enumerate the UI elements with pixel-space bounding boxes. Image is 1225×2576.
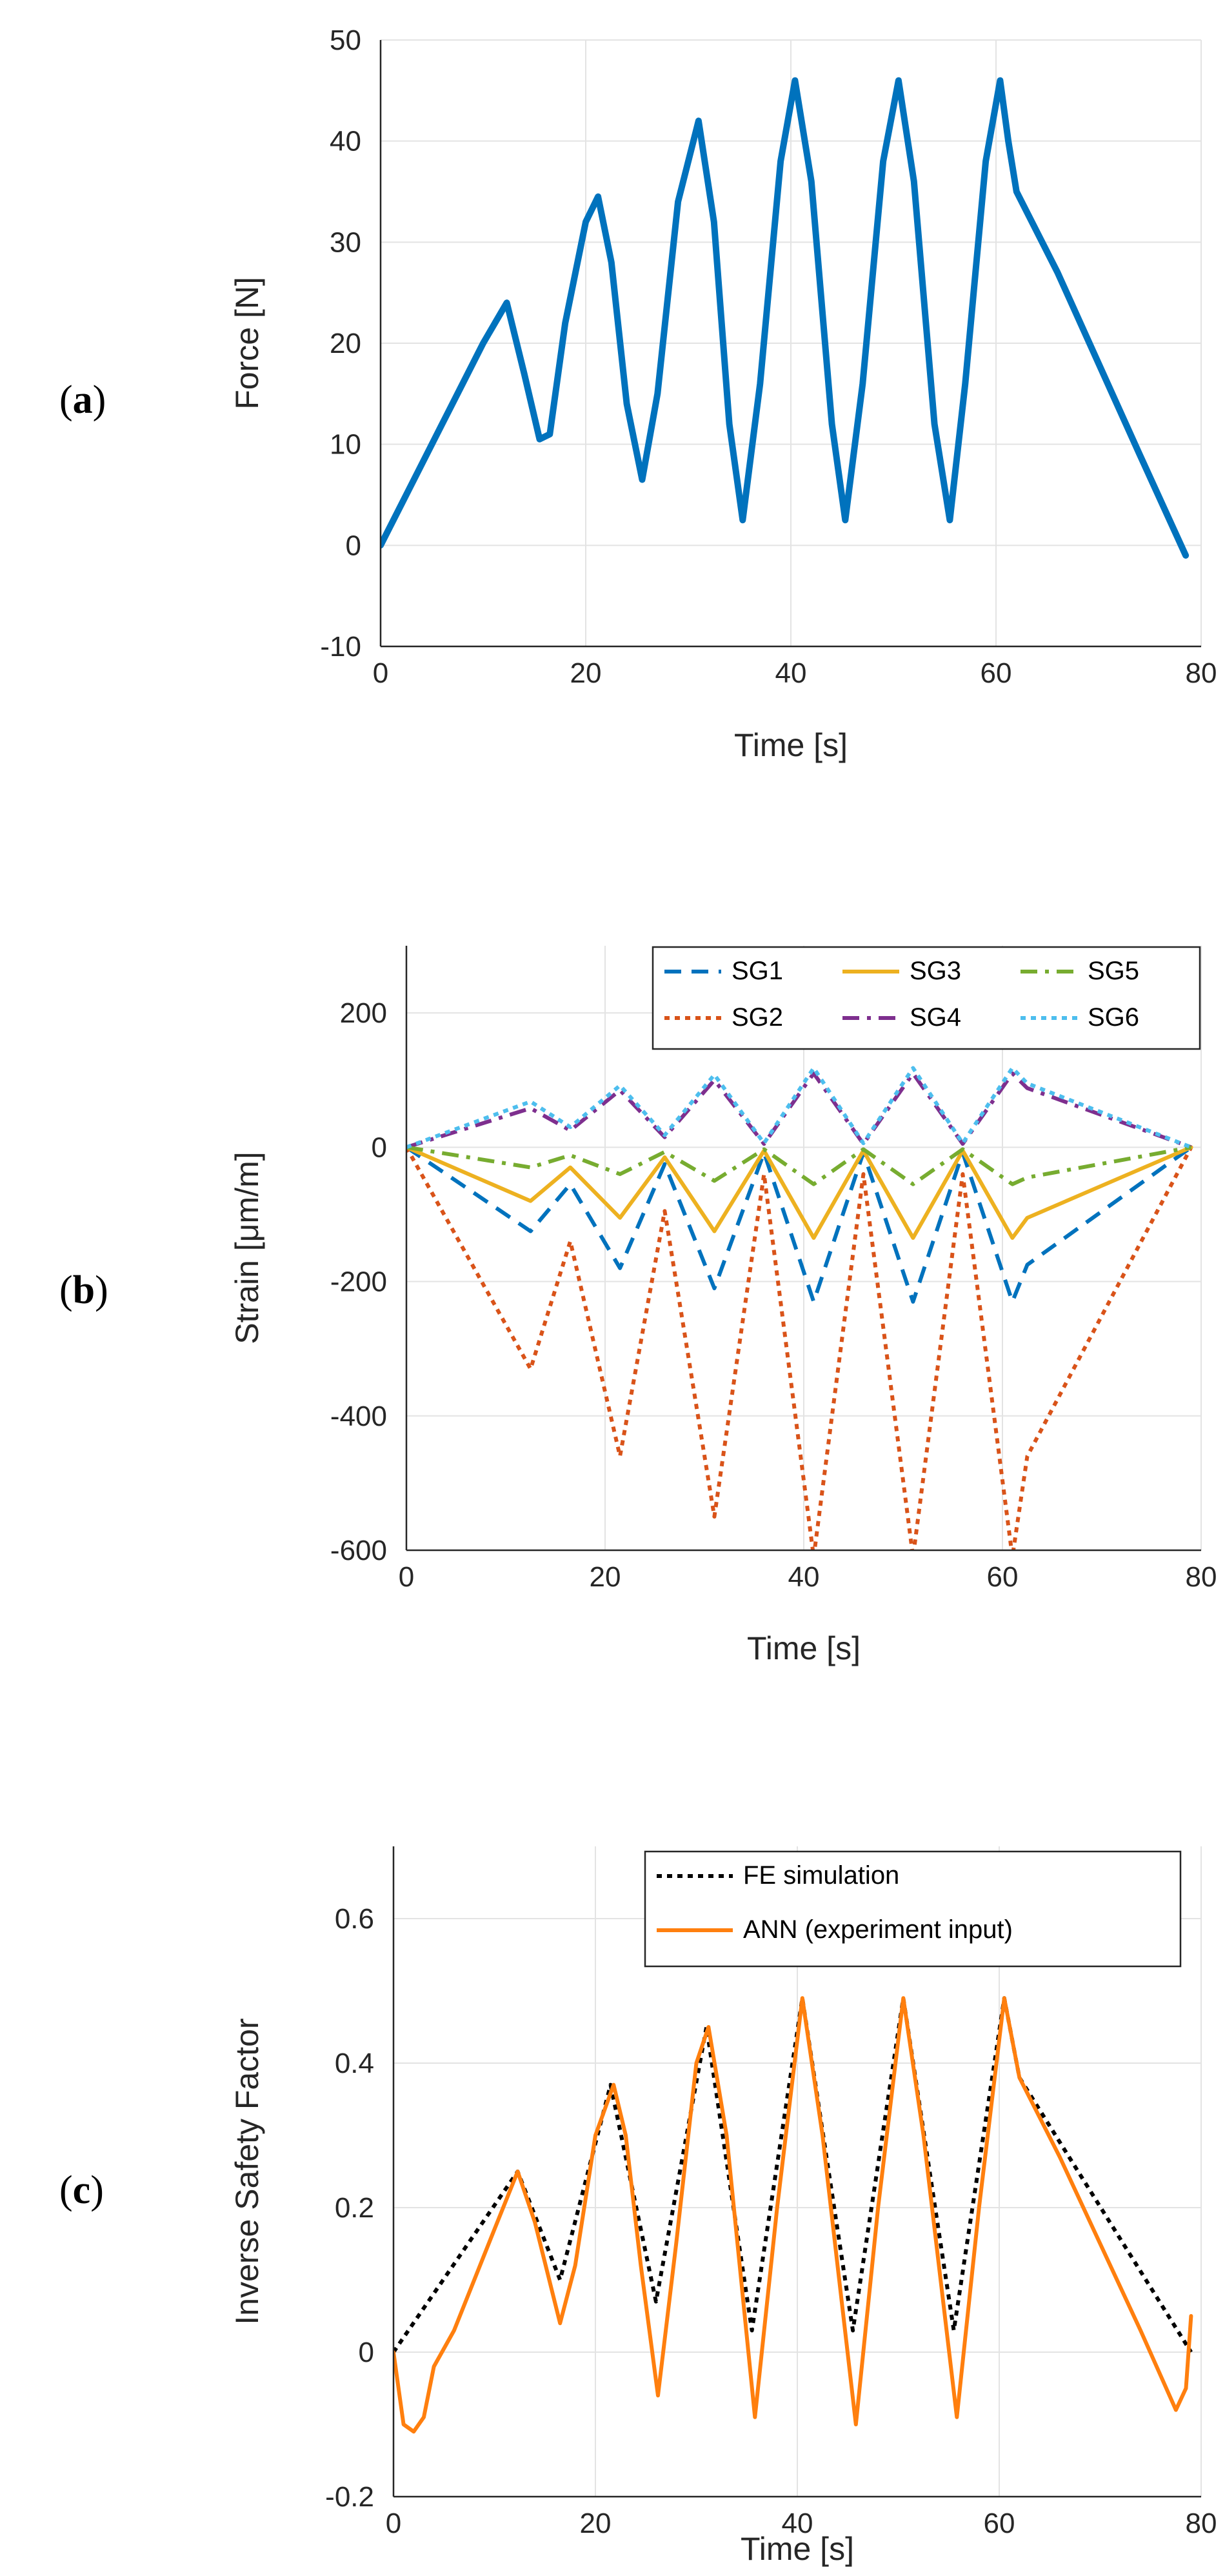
legend-entry: FE simulation — [743, 1861, 899, 1890]
series-line-sg2 — [406, 1146, 1193, 1550]
chart-b: (b) 0 20 40 60 80 -600 -400 -200 0 200 Time [s] Stra… — [59, 946, 1217, 1666]
x-tick-label: 80 — [1186, 1561, 1217, 1593]
y-tick-label: 0.4 — [335, 2048, 374, 2079]
panel-label-letter: b — [73, 1268, 95, 1312]
y-tick-label: 10 — [330, 429, 361, 461]
series-group — [381, 77, 1190, 559]
y-tick-label: 0.6 — [335, 1903, 374, 1935]
y-tick-label: 30 — [330, 226, 361, 258]
x-tick-label: 20 — [590, 1561, 621, 1593]
legend-box — [644, 1850, 1182, 1968]
legend-entry: SG5 — [1088, 957, 1139, 985]
legend: SG1 SG2 SG3 SG4 SG5 SG6 — [652, 946, 1201, 1050]
legend-entry: SG1 — [732, 957, 783, 985]
series-line-fe-simulation — [393, 1996, 1193, 2353]
series-line-sg3 — [406, 1145, 1193, 1240]
panel-label: (c) — [59, 2168, 104, 2212]
y-tick-label: 0 — [372, 1132, 387, 1163]
series-line-force — [381, 77, 1190, 559]
series-line-sg1 — [406, 1145, 1193, 1304]
x-tick-label: 80 — [1186, 657, 1217, 689]
y-tick-label: 40 — [330, 126, 361, 157]
y-tick-label: 200 — [340, 997, 387, 1029]
series-line-sg6 — [406, 1066, 1192, 1150]
x-tick-label: 0 — [373, 657, 388, 689]
y-axis-label: Inverse Safety Factor — [229, 2018, 265, 2324]
chart-c: (c) 0 20 40 60 80 -0.2 0 0.2 0.4 0.6 Time [s] Invers… — [59, 1846, 1217, 2567]
series-group — [393, 1996, 1193, 2434]
panel-label: (a) — [59, 378, 106, 422]
x-tick-label: 0 — [399, 1561, 414, 1593]
y-tick-label: -200 — [330, 1266, 387, 1298]
x-tick-label: 60 — [984, 2508, 1015, 2539]
x-axis-label: Time [s] — [734, 727, 848, 763]
x-tick-label: 20 — [580, 2508, 612, 2539]
y-tick-label: -0.2 — [325, 2481, 374, 2513]
legend-entry: SG6 — [1088, 1003, 1139, 1032]
y-axis-label: Force [N] — [229, 277, 265, 410]
x-tick-label: 0 — [386, 2508, 401, 2539]
legend-entry: ANN (experiment input) — [743, 1915, 1013, 1944]
y-axis-label: Strain [μm/m] — [229, 1152, 265, 1344]
x-tick-label: 60 — [981, 657, 1012, 689]
legend-entry: SG3 — [910, 957, 961, 985]
legend-entry: SG2 — [732, 1003, 783, 1032]
x-tick-label: 80 — [1186, 2508, 1217, 2539]
chart-a: (a) 0 20 40 60 80 -10 0 10 20 30 40 50 Time [s] Force … — [59, 25, 1217, 763]
x-tick-label: 40 — [788, 1561, 820, 1593]
y-tick-label: 0 — [346, 530, 361, 561]
series-line-sg4 — [406, 1071, 1192, 1150]
x-tick-label: 40 — [782, 2508, 813, 2539]
legend: FE simulation ANN (experiment input) — [644, 1850, 1182, 1968]
x-tick-label: 40 — [775, 657, 807, 689]
y-tick-label: -600 — [330, 1535, 387, 1566]
y-tick-label: 20 — [330, 328, 361, 359]
y-tick-label: -10 — [320, 631, 361, 663]
legend-entry: SG4 — [910, 1003, 961, 1032]
y-tick-label: 0 — [359, 2337, 374, 2368]
y-tick-label: -400 — [330, 1401, 387, 1432]
x-tick-label: 20 — [570, 657, 602, 689]
panel-label-letter: a — [73, 378, 93, 422]
y-tick-label: 0.2 — [335, 2192, 374, 2224]
y-tick-label: 50 — [330, 25, 361, 56]
legend-box — [652, 946, 1201, 1050]
panel-label-letter: c — [73, 2168, 91, 2212]
series-group — [406, 1066, 1193, 1550]
series-line-ann-experiment-input- — [393, 1996, 1193, 2434]
panel-label: (b) — [59, 1268, 108, 1312]
x-axis-label: Time [s] — [747, 1630, 861, 1666]
series-line-sg5 — [406, 1145, 1192, 1186]
x-axis-label: Time [s] — [741, 2531, 854, 2567]
x-tick-label: 60 — [987, 1561, 1019, 1593]
